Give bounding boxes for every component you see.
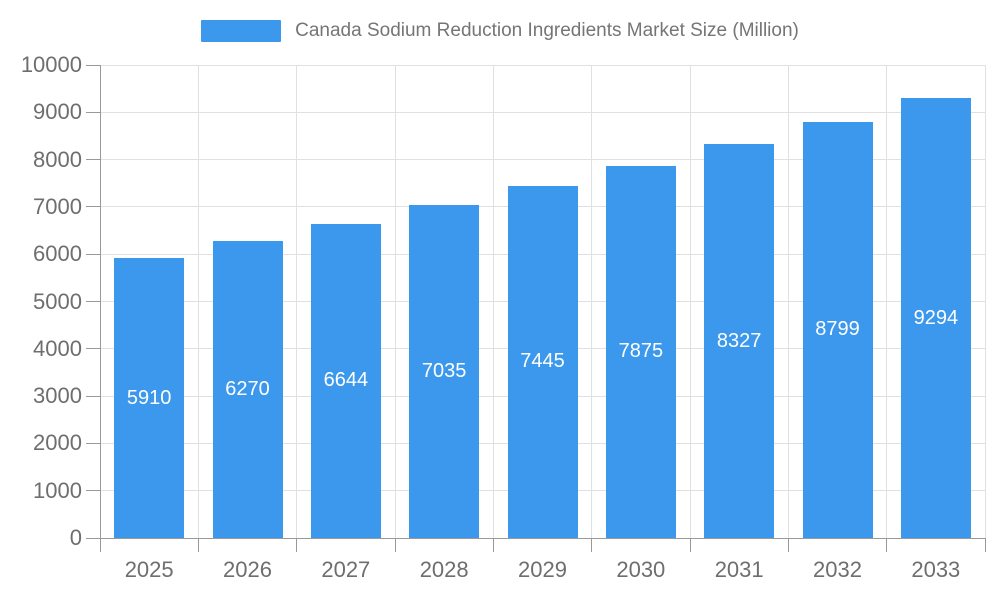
y-axis-label: 6000: [33, 241, 82, 267]
x-axis-label: 2026: [223, 557, 272, 582]
gridline-vertical: [689, 65, 691, 538]
bar[interactable]: 6270: [212, 241, 283, 538]
y-axis-tick: [86, 395, 100, 397]
bar-value-label: 7875: [618, 340, 664, 363]
legend-swatch[interactable]: [201, 20, 282, 42]
x-axis-line: [86, 538, 985, 539]
bar-value-label: 6644: [323, 369, 369, 392]
x-axis-tick: [886, 538, 888, 552]
x-axis-tick: [99, 538, 101, 552]
x-axis-label: 2027: [321, 557, 371, 582]
bar-value-label: 6270: [225, 378, 270, 401]
x-axis-tick: [591, 538, 593, 552]
gridline-vertical: [296, 65, 298, 538]
gridline-vertical: [492, 65, 494, 538]
x-axis-label: 2031: [714, 557, 764, 582]
gridline-vertical: [197, 65, 199, 538]
y-axis-tick: [86, 64, 100, 66]
gridline-vertical: [886, 65, 888, 538]
x-axis-tick: [787, 538, 789, 552]
y-axis-label: 10000: [20, 52, 82, 77]
y-axis-tick: [86, 348, 100, 350]
x-axis-tick: [984, 538, 986, 552]
y-axis-tick: [86, 253, 100, 255]
y-axis-label: 1000: [33, 477, 82, 503]
bar[interactable]: 6644: [310, 223, 381, 538]
bar-value-label: 7445: [520, 350, 565, 373]
bar[interactable]: 7875: [605, 165, 676, 538]
y-axis-tick: [86, 206, 100, 208]
plot-area: 5910 6270 6644 7035 7445 7875 8327 8799 9294: [100, 64, 986, 538]
y-axis-label: 0: [69, 525, 82, 550]
x-axis-label: 2025: [124, 557, 174, 582]
bar-value-label: 8799: [815, 318, 860, 341]
x-axis-tick: [296, 538, 298, 552]
x-axis-tick: [492, 538, 494, 552]
y-axis-tick: [86, 301, 100, 302]
y-axis-label: 9000: [33, 99, 82, 125]
legend-label: Canada Sodium Reduction Ingredients Mark…: [295, 20, 799, 41]
y-axis-label: 4000: [33, 335, 82, 361]
bar-value-label: 7035: [421, 360, 467, 383]
x-axis-label: 2030: [616, 557, 666, 582]
y-axis-tick: [86, 159, 100, 161]
bar-value-label: 9294: [913, 306, 959, 329]
bar[interactable]: 5910: [114, 258, 185, 538]
gridline-horizontal: [100, 159, 985, 161]
bar[interactable]: 8327: [704, 144, 775, 538]
gridline-vertical: [984, 65, 986, 538]
x-axis-label: 2029: [518, 557, 567, 582]
legend[interactable]: Canada Sodium Reduction Ingredients Mark…: [0, 18, 1000, 44]
gridline-vertical: [787, 65, 789, 538]
y-axis-tick: [86, 537, 100, 539]
bar[interactable]: 7445: [507, 185, 578, 538]
gridline-vertical: [394, 65, 396, 538]
y-axis-label: 7000: [33, 193, 82, 219]
bar-value-label: 5910: [126, 386, 172, 409]
bar-value-label: 8327: [716, 329, 762, 352]
y-axis-label: 2000: [33, 430, 82, 456]
y-axis-label: 8000: [33, 146, 82, 172]
gridline-horizontal: [100, 111, 985, 113]
bar[interactable]: 7035: [409, 205, 480, 538]
y-axis-line: [100, 65, 101, 552]
bar[interactable]: 9294: [900, 98, 971, 538]
x-axis-label: 2028: [419, 557, 469, 582]
gridline-vertical: [591, 65, 593, 538]
y-axis-tick: [86, 111, 100, 113]
y-axis-tick: [86, 442, 100, 444]
x-axis-tick: [394, 538, 396, 552]
x-axis-label: 2033: [911, 557, 961, 582]
y-axis-tick: [86, 490, 100, 492]
x-axis-tick: [197, 538, 199, 552]
gridline-horizontal: [100, 64, 985, 66]
x-axis-label: 2032: [813, 557, 862, 582]
bar[interactable]: 8799: [802, 121, 873, 538]
y-axis-label: 5000: [33, 288, 82, 314]
x-axis-tick: [689, 538, 691, 552]
y-axis-label: 3000: [33, 383, 82, 409]
